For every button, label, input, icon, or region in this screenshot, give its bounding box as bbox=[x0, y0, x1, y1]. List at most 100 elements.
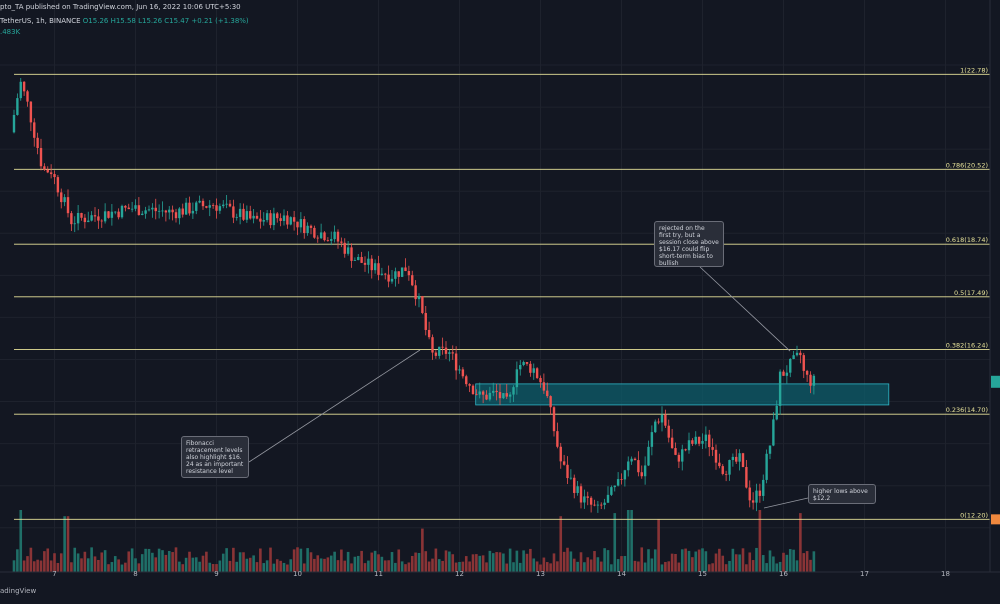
fib-level-label: 1(22.78) bbox=[960, 66, 988, 74]
support-zone-layer bbox=[475, 383, 890, 406]
volume-bar bbox=[367, 560, 370, 572]
fibonacci-note: Fibonacci retracement levels also highli… bbox=[181, 436, 249, 478]
candle-body bbox=[46, 169, 49, 173]
candle-body bbox=[340, 241, 343, 243]
candle-body bbox=[60, 192, 63, 203]
candle-body bbox=[458, 369, 461, 371]
volume-bar bbox=[616, 559, 620, 572]
candle-body bbox=[97, 216, 100, 221]
volume-bar bbox=[650, 558, 654, 572]
candle-body bbox=[478, 391, 481, 395]
volume-bar bbox=[296, 547, 299, 572]
candle-body bbox=[748, 487, 751, 501]
volume-bar bbox=[269, 547, 272, 572]
volume-bar bbox=[107, 564, 110, 572]
volume-bar bbox=[522, 550, 525, 572]
candle-body bbox=[488, 392, 492, 400]
candle-body bbox=[16, 98, 19, 115]
volume-bar bbox=[265, 560, 269, 572]
volume-bar bbox=[697, 549, 701, 572]
candle-body bbox=[93, 215, 97, 217]
candle-body bbox=[184, 202, 188, 215]
candle-body bbox=[799, 352, 802, 356]
volume-bar bbox=[70, 562, 73, 572]
volume-bar bbox=[117, 559, 120, 572]
volume-bar bbox=[572, 558, 576, 572]
volume-bar bbox=[576, 561, 579, 572]
candle-body bbox=[394, 271, 397, 279]
volume-bar bbox=[316, 555, 320, 572]
candle-body bbox=[778, 371, 782, 406]
volume-bar bbox=[488, 550, 492, 572]
candle-body bbox=[26, 91, 29, 102]
candle-body bbox=[168, 209, 171, 213]
candle-body bbox=[427, 329, 431, 338]
fib-zero-price-tag bbox=[991, 514, 1000, 525]
candle-body bbox=[731, 456, 735, 461]
fib-level-label: 0.382(16.24) bbox=[946, 341, 988, 349]
candle-body bbox=[637, 460, 640, 473]
candle-body bbox=[694, 436, 697, 444]
candle-body bbox=[576, 486, 579, 493]
candle-body bbox=[154, 207, 157, 212]
volume-bar bbox=[664, 561, 667, 572]
volume-bar bbox=[724, 564, 728, 572]
volume-bar bbox=[461, 561, 465, 572]
candle-body bbox=[353, 260, 357, 261]
candle-body bbox=[39, 148, 43, 167]
candle-body bbox=[53, 174, 56, 178]
fib-level-label: 0(12.20) bbox=[960, 511, 988, 519]
volume-bar bbox=[373, 550, 377, 572]
volume-bar bbox=[647, 549, 650, 572]
candle-body bbox=[772, 419, 775, 446]
volume-bar bbox=[738, 554, 741, 572]
candle-body bbox=[566, 464, 569, 479]
volume-bar bbox=[238, 552, 242, 572]
candle-body bbox=[562, 461, 566, 465]
candle-body bbox=[735, 456, 738, 462]
fibonacci-levels: 1(22.78) 0.786(20.52) 0.618(18.74) 0.5(17.4… bbox=[14, 66, 990, 520]
candle-body bbox=[117, 211, 120, 218]
candle-body bbox=[107, 211, 110, 218]
candle-body bbox=[674, 448, 677, 455]
candle-body bbox=[593, 504, 596, 506]
volume-bar bbox=[792, 549, 795, 572]
candle-body bbox=[664, 414, 667, 426]
volume-bar bbox=[46, 548, 50, 572]
candle-body bbox=[654, 421, 657, 433]
candle-body bbox=[286, 215, 289, 225]
candle-body bbox=[738, 453, 741, 462]
volume-bar bbox=[66, 516, 70, 572]
volume-bar bbox=[76, 553, 80, 572]
volume-bar bbox=[110, 562, 114, 572]
candle-body bbox=[292, 217, 296, 222]
candle-body bbox=[181, 208, 184, 215]
candle-body bbox=[802, 355, 805, 371]
candle-body bbox=[259, 218, 262, 222]
volume-bar bbox=[164, 554, 168, 572]
candle-body bbox=[465, 376, 468, 385]
volume-bar bbox=[232, 547, 235, 572]
volume-bar bbox=[731, 548, 735, 572]
candle-body bbox=[448, 352, 451, 354]
candle-body bbox=[242, 208, 245, 220]
candle-body bbox=[525, 362, 529, 364]
volume-bar bbox=[691, 557, 694, 572]
candle-body bbox=[363, 262, 367, 265]
fib-level-label: 0.236(14.70) bbox=[946, 406, 988, 414]
volume-bar bbox=[400, 561, 404, 572]
candle-body bbox=[586, 496, 589, 498]
candle-body bbox=[397, 271, 400, 277]
candle-body bbox=[755, 490, 758, 503]
volume-bar bbox=[448, 551, 451, 572]
volume-bar bbox=[539, 564, 542, 572]
volume-bar bbox=[289, 559, 293, 572]
volume-bar bbox=[248, 557, 252, 572]
candle-body bbox=[76, 212, 80, 224]
volume-bar bbox=[427, 561, 431, 572]
candle-body bbox=[265, 213, 269, 221]
x-tick-label: 11 bbox=[374, 570, 383, 578]
volume-bar bbox=[728, 560, 731, 572]
volume-bar bbox=[626, 510, 630, 572]
